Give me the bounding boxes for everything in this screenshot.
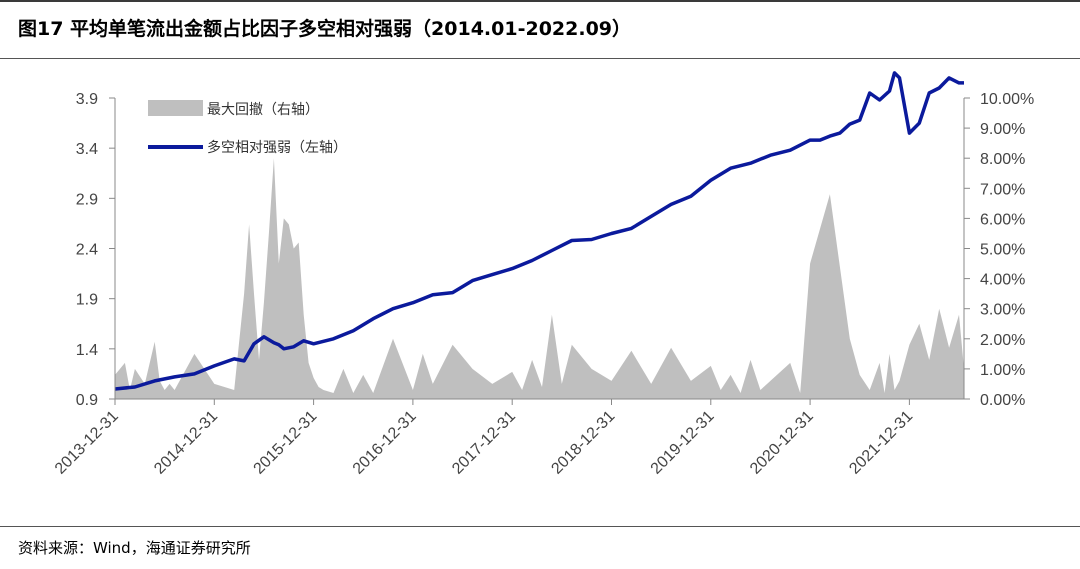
y-left-tick-label: 3.4 bbox=[76, 141, 98, 158]
x-tick-label: 2020-12-31 bbox=[747, 408, 817, 478]
drawdown-area bbox=[115, 158, 964, 399]
y-left-tick-label: 2.4 bbox=[76, 242, 98, 259]
y-left-tick-label: 2.9 bbox=[76, 191, 98, 208]
y-left-tick-label: 3.9 bbox=[76, 91, 98, 108]
x-tick-label: 2017-12-31 bbox=[449, 408, 519, 478]
x-tick-label: 2014-12-31 bbox=[151, 408, 221, 478]
y-left-tick-label: 1.9 bbox=[76, 292, 98, 309]
strength-line bbox=[114, 71, 964, 391]
x-tick-label: 2016-12-31 bbox=[350, 408, 420, 478]
y-right-tick-label: 10.00% bbox=[980, 91, 1034, 108]
y-left-tick-label: 0.9 bbox=[76, 392, 98, 409]
drawdown-area-layer bbox=[115, 158, 964, 399]
legend: 最大回撤（右轴） 多空相对强弱（左轴） bbox=[148, 100, 347, 156]
strength-line-layer bbox=[114, 71, 964, 391]
chart-title: 图17 平均单笔流出金额占比因子多空相对强弱（2014.01-2022.09） bbox=[18, 18, 632, 40]
legend-label-line: 多空相对强弱（左轴） bbox=[207, 139, 347, 156]
top-rule bbox=[0, 0, 1080, 2]
y-right-tick-label: 4.00% bbox=[980, 272, 1025, 289]
y-right-tick-label: 1.00% bbox=[980, 362, 1025, 379]
x-tick-label: 2021-12-31 bbox=[846, 408, 916, 478]
y-right-tick-label: 9.00% bbox=[980, 121, 1025, 138]
x-tick-label: 2019-12-31 bbox=[648, 408, 718, 478]
tick-labels: 0.9 1.4 1.9 2.4 2.9 3.4 3.9 0.00% 1.00% 2.00% 3.00… bbox=[52, 91, 1034, 478]
x-tick-label: 2018-12-31 bbox=[548, 408, 618, 478]
x-tick-label: 2013-12-31 bbox=[52, 408, 122, 478]
y-right-tick-label: 5.00% bbox=[980, 242, 1025, 259]
y-right-tick-label: 6.00% bbox=[980, 211, 1025, 228]
source-note: 资料来源：Wind，海通证券研究所 bbox=[18, 539, 251, 557]
x-tick-label: 2015-12-31 bbox=[251, 408, 321, 478]
y-left-tick-label: 1.4 bbox=[76, 342, 98, 359]
y-right-tick-label: 8.00% bbox=[980, 151, 1025, 168]
y-right-tick-label: 2.00% bbox=[980, 332, 1025, 349]
y-right-tick-label: 7.00% bbox=[980, 181, 1025, 198]
y-right-tick-label: 3.00% bbox=[980, 302, 1025, 319]
y-right-tick-label: 0.00% bbox=[980, 392, 1025, 409]
title-divider bbox=[0, 58, 1080, 59]
source-divider bbox=[0, 526, 1080, 527]
legend-swatch-area bbox=[148, 100, 203, 116]
chart: 0.9 1.4 1.9 2.4 2.9 3.4 3.9 0.00% 1.00% 2.00% 3.00… bbox=[52, 71, 1034, 478]
legend-label-area: 最大回撤（右轴） bbox=[207, 102, 319, 118]
